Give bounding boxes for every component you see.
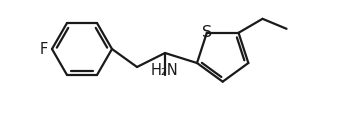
Text: F: F: [40, 42, 48, 57]
Text: H₂N: H₂N: [151, 62, 179, 77]
Text: S: S: [202, 25, 212, 40]
